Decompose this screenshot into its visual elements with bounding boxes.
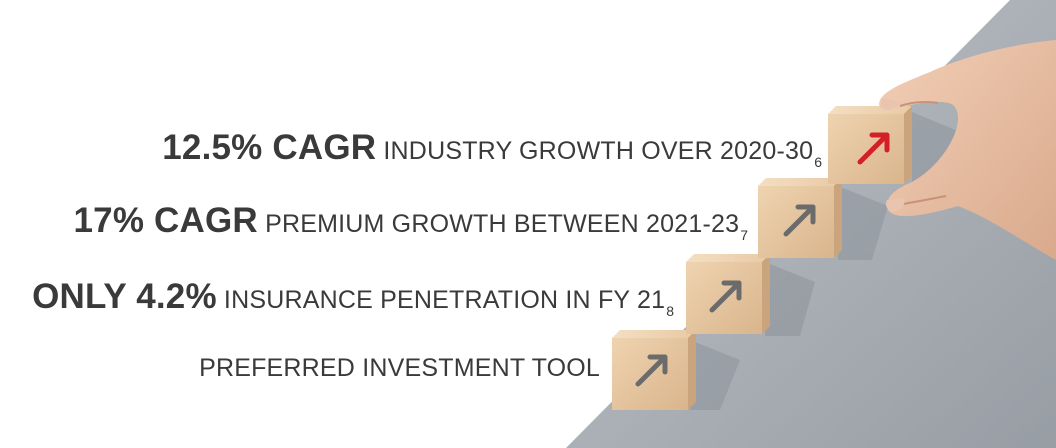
footnote-marker: 6 (814, 154, 822, 170)
stat-highlight: 12.5% CAGR (162, 128, 377, 167)
stat-insurance-penetration: ONLY 4.2% INSURANCE PENETRATION IN FY 21… (32, 277, 674, 319)
arrow-up-right-icon (783, 204, 816, 237)
footnote-marker: 8 (666, 303, 674, 319)
wooden-block-3 (758, 178, 842, 258)
stat-text: INDUSTRY GROWTH OVER 2020-30 (376, 137, 814, 165)
wooden-block-1 (612, 330, 696, 410)
stat-highlight: 17% CAGR (73, 201, 258, 240)
wooden-block-2 (686, 254, 770, 334)
stat-text: PREMIUM GROWTH BETWEEN 2021-23 (257, 210, 740, 238)
arrow-up-right-icon (635, 354, 668, 387)
stat-industry-growth: 12.5% CAGR INDUSTRY GROWTH OVER 2020-306 (162, 128, 822, 170)
red-arrow-up-right-icon (857, 132, 890, 165)
stat-text: INSURANCE PENETRATION IN FY 21 (216, 286, 666, 314)
stat-investment-tool: PREFERRED INVESTMENT TOOL (199, 354, 600, 383)
stat-premium-growth: 17% CAGR PREMIUM GROWTH BETWEEN 2021-237 (73, 201, 748, 243)
wooden-block-4 (828, 106, 912, 184)
stat-highlight: ONLY 4.2% (32, 277, 217, 316)
block-shadows (690, 112, 960, 410)
hand-illustration (879, 40, 1056, 260)
footnote-marker: 7 (740, 227, 748, 243)
stat-text: PREFERRED INVESTMENT TOOL (199, 354, 600, 382)
arrow-up-right-icon (709, 280, 742, 313)
